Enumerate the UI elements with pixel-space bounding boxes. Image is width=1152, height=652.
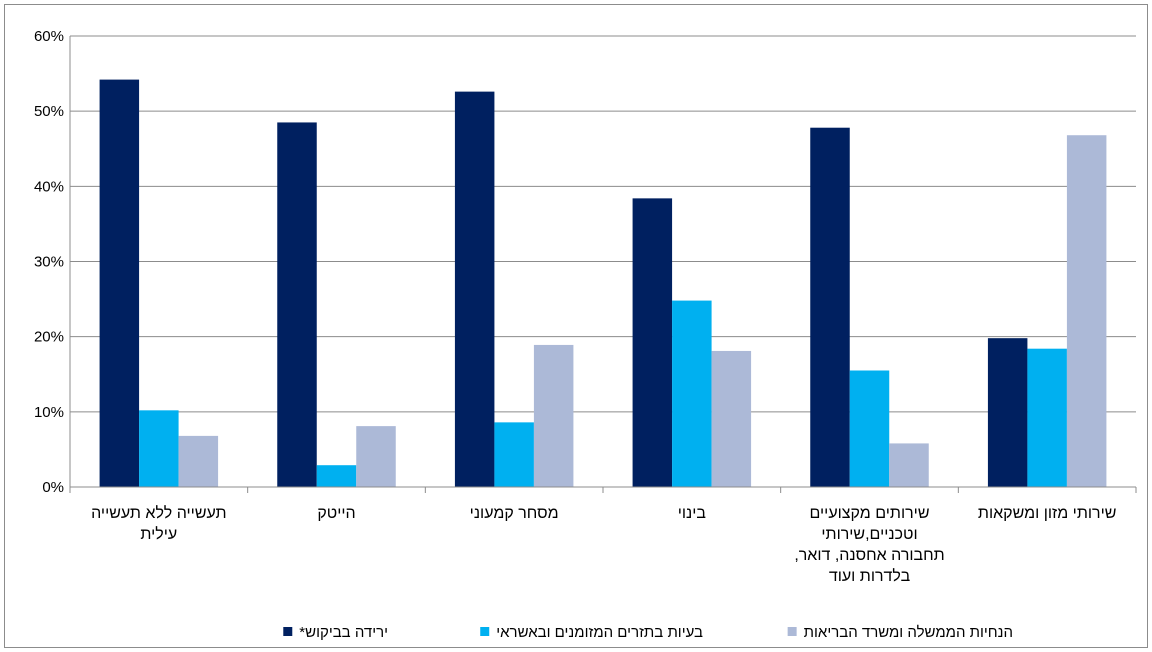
gridlines — [70, 35, 1136, 413]
category-label-line: שירותי מזון ומשקאות — [978, 505, 1116, 522]
category-label-line: תעשייה ללא תעשייה — [91, 504, 226, 522]
x-axis-categories: תעשייה ללא תעשייה עילית הייטק מסחר קמעוני בי… — [91, 504, 1116, 585]
category-label: שירותי מזון ומשקאות — [978, 505, 1116, 522]
legend-swatch — [283, 627, 293, 636]
bar — [494, 422, 534, 487]
y-tick-label: 30% — [34, 254, 64, 271]
category-label-line: הייטק — [317, 505, 355, 522]
y-axis-ticks: 0% 10% 20% 30% 40% 50% 60% — [34, 28, 64, 496]
bar — [987, 338, 1028, 487]
bar — [849, 370, 890, 487]
category-label-line: בלדרות ועוד — [829, 567, 911, 585]
bar — [1066, 135, 1107, 487]
bars — [99, 79, 1107, 488]
legend-label: בעיות בתזרים המזומנים ובאשראי — [496, 624, 703, 641]
y-tick-label: 20% — [34, 329, 64, 346]
bar — [139, 410, 179, 487]
category-label-line: שירותים מקצועיים — [809, 505, 929, 522]
category-label: מסחר קמעוני — [470, 505, 559, 522]
bar — [178, 435, 219, 487]
y-tick-label: 10% — [34, 404, 64, 421]
bar — [1027, 348, 1067, 487]
category-label-line: וטכניים,שירותי — [821, 526, 917, 543]
bar — [277, 122, 317, 488]
legend-label: ירידה בביקוש* — [299, 624, 388, 641]
category-label: בינוי — [678, 505, 707, 522]
legend-swatch — [480, 627, 490, 636]
y-tick-label: 40% — [34, 178, 64, 195]
category-label-line: תחבורה אחסנה, דואר, — [794, 547, 944, 564]
bar — [672, 300, 712, 487]
bar — [889, 443, 929, 487]
y-tick-label: 60% — [34, 28, 64, 45]
bar — [356, 426, 396, 487]
bar — [533, 344, 574, 487]
bar — [454, 91, 495, 487]
legend-swatch — [787, 627, 797, 636]
category-label: שירותים מקצועיים וטכניים,שירותי תחבורה אחס… — [794, 505, 944, 585]
legend: ירידה בביקוש* בעיות בתזרים המזומנים ובאשר… — [283, 624, 1013, 641]
legend-label: הנחיות הממשלה ומשרד הבריאות — [804, 624, 1013, 641]
category-label-line: בינוי — [678, 505, 707, 522]
axes — [69, 36, 1137, 493]
bar — [711, 350, 752, 487]
bar — [316, 465, 357, 487]
category-label: הייטק — [317, 505, 355, 522]
bar — [99, 79, 140, 487]
category-label-line: עילית — [140, 525, 177, 543]
category-label: תעשייה ללא תעשייה עילית — [91, 504, 226, 543]
bar — [810, 127, 850, 487]
y-tick-label: 0% — [42, 479, 64, 496]
bar — [632, 198, 673, 488]
y-tick-label: 50% — [34, 103, 64, 120]
category-label-line: מסחר קמעוני — [470, 505, 559, 522]
